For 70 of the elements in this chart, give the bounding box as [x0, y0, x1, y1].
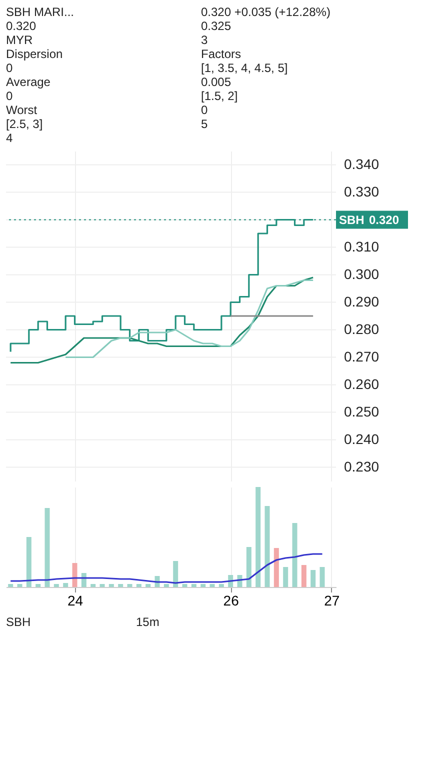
bar	[54, 584, 59, 587]
bar	[72, 563, 78, 587]
bar	[210, 584, 215, 587]
bar	[26, 537, 32, 587]
text: [1.5, 2]	[201, 89, 238, 103]
bar	[118, 584, 124, 587]
text: 0.320	[6, 19, 36, 33]
text: 3	[201, 33, 208, 47]
bar	[182, 584, 188, 587]
bar	[108, 584, 114, 587]
bar	[301, 565, 306, 587]
bar	[173, 561, 178, 587]
text: SBH	[6, 615, 31, 629]
ref-line-label: SBH	[339, 212, 364, 227]
bar	[218, 584, 224, 587]
y-tick-label: 0.300	[344, 266, 380, 282]
text: [1, 3.5, 4, 4.5, 5]	[201, 61, 288, 75]
x-tick-label: 24	[67, 592, 84, 608]
bar	[274, 548, 279, 587]
y-tick-label: 0.250	[344, 403, 380, 420]
text: 0	[6, 61, 13, 75]
bar	[320, 567, 325, 587]
text: SBH MARI...	[6, 5, 74, 19]
text: Worst	[6, 103, 38, 117]
bar	[146, 584, 151, 587]
y-tick-label: 0.330	[344, 183, 380, 200]
bar	[164, 584, 169, 587]
y-tick-label: 0.270	[344, 348, 380, 364]
y-tick-label: 0.260	[344, 376, 380, 392]
text: Factors	[201, 47, 242, 61]
bar	[36, 584, 41, 587]
bar	[17, 584, 22, 587]
text: 5	[201, 117, 208, 131]
bar	[191, 584, 196, 587]
text: 0.320 +0.035 (+12.28%)	[201, 5, 330, 19]
bar	[100, 584, 105, 587]
line-series	[64, 279, 314, 358]
bar	[256, 487, 261, 587]
bar	[8, 584, 14, 587]
text: 0.325	[201, 19, 232, 33]
text: 0	[201, 103, 208, 117]
bar	[44, 508, 50, 587]
bar	[246, 547, 252, 587]
line-series	[10, 276, 314, 364]
y-tick-label: 0.240	[344, 430, 380, 447]
text: 4	[6, 131, 13, 145]
bar	[63, 583, 68, 587]
x-tick-label: 26	[223, 592, 240, 608]
y-tick-label: 0.230	[344, 458, 380, 474]
y-tick-label: 0.280	[344, 320, 380, 337]
text: Dispersion	[6, 47, 63, 61]
text: 15m	[136, 615, 160, 629]
text: 0	[6, 89, 13, 103]
text: [2.5, 3]	[6, 117, 43, 131]
text: MYR	[6, 33, 33, 47]
text: 0.005	[201, 75, 232, 89]
bar	[200, 584, 206, 587]
bar	[264, 506, 270, 587]
text: 0.320	[369, 212, 400, 227]
y-tick-label: 0.290	[344, 293, 380, 310]
bar	[292, 523, 298, 587]
text: Average	[6, 75, 51, 89]
bar	[90, 584, 96, 587]
bar	[136, 584, 142, 587]
bar	[310, 570, 316, 587]
x-tick-label: 27	[324, 592, 340, 608]
y-tick-label: 0.310	[344, 238, 380, 254]
bar	[127, 584, 132, 587]
bar	[283, 567, 288, 587]
y-tick-label: 0.340	[344, 156, 380, 172]
